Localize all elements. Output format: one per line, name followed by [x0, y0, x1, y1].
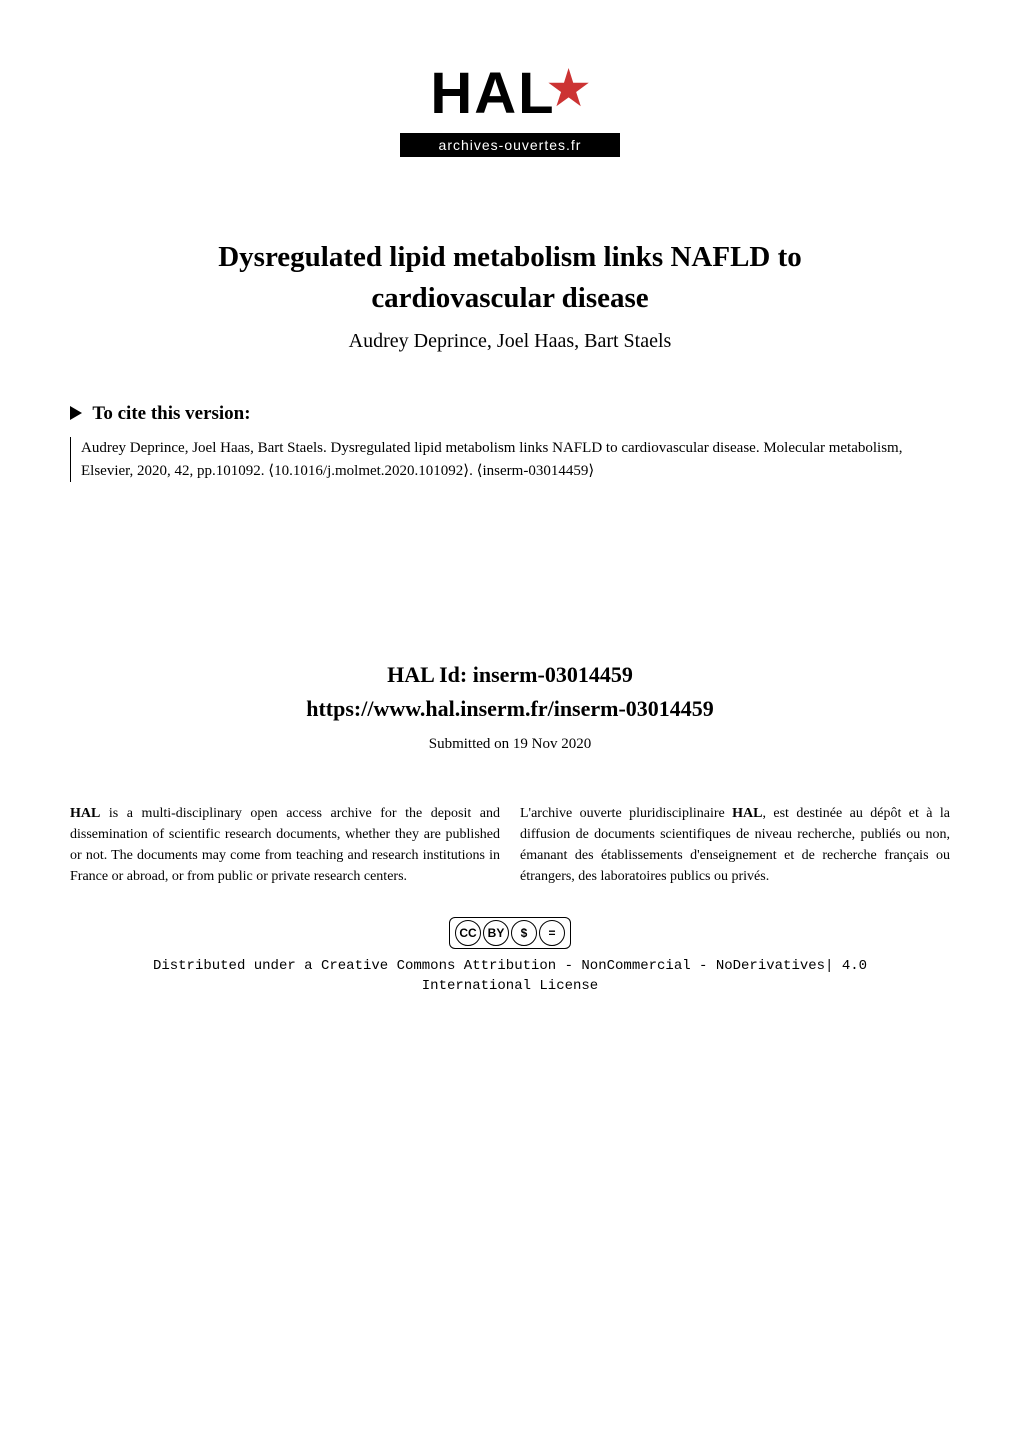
hal-bold-fr: HAL [732, 806, 762, 821]
paper-title: Dysregulated lipid metabolism links NAFL… [70, 237, 950, 318]
cc-icon: CC [455, 920, 481, 946]
nd-icon: = [539, 920, 565, 946]
hal-logo-section: HAL archives-ouvertes.fr [70, 60, 950, 157]
triangle-icon [70, 406, 82, 420]
license-line-2: International License [422, 978, 598, 994]
hal-logo: HAL archives-ouvertes.fr [400, 60, 620, 157]
cc-icons-badge: CC BY $ = [449, 917, 571, 949]
desc-en-text: is a multi-disciplinary open access arch… [70, 806, 500, 884]
license-section: CC BY $ = Distributed under a Creative C… [70, 917, 950, 996]
submitted-date: Submitted on 19 Nov 2020 [70, 736, 950, 753]
logo-text: HAL [430, 61, 555, 126]
logo-subtext: archives-ouvertes.fr [400, 133, 620, 157]
hal-id-section: HAL Id: inserm-03014459 https://www.hal.… [70, 662, 950, 753]
cite-section: To cite this version: Audrey Deprince, J… [70, 403, 950, 482]
title-section: Dysregulated lipid metabolism links NAFL… [70, 237, 950, 353]
hal-id: HAL Id: inserm-03014459 [70, 662, 950, 688]
desc-fr-prefix: L'archive ouverte pluridisciplinaire [520, 806, 732, 821]
description-english: HAL is a multi-disciplinary open access … [70, 803, 500, 887]
description-french: L'archive ouverte pluridisciplinaire HAL… [520, 803, 950, 887]
nc-icon: $ [511, 920, 537, 946]
cite-header-text: To cite this version: [92, 403, 250, 424]
license-line-1: Distributed under a Creative Commons Att… [153, 958, 867, 974]
title-line-2: cardiovascular disease [371, 282, 648, 314]
description-section: HAL is a multi-disciplinary open access … [70, 803, 950, 887]
by-icon: BY [483, 920, 509, 946]
title-line-1: Dysregulated lipid metabolism links NAFL… [218, 241, 802, 273]
authors: Audrey Deprince, Joel Haas, Bart Staels [70, 330, 950, 353]
hal-bold-en: HAL [70, 806, 100, 821]
citation-text: Audrey Deprince, Joel Haas, Bart Staels.… [70, 437, 950, 482]
license-text: Distributed under a Creative Commons Att… [70, 957, 950, 996]
cite-header: To cite this version: [70, 403, 950, 425]
hal-url[interactable]: https://www.hal.inserm.fr/inserm-0301445… [70, 696, 950, 722]
